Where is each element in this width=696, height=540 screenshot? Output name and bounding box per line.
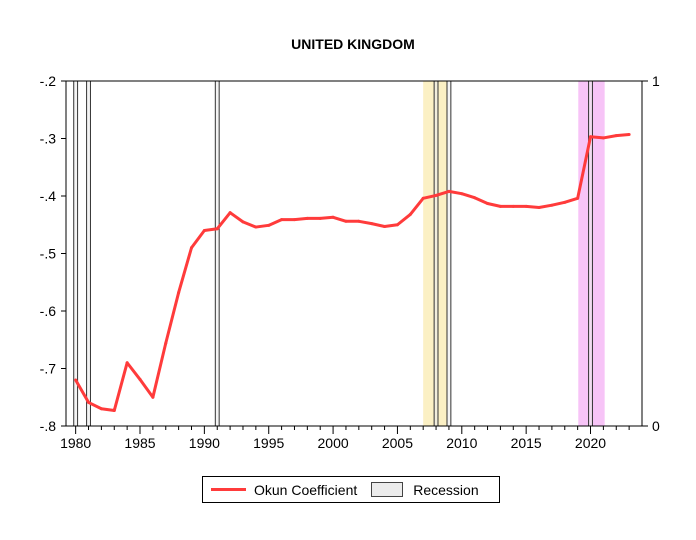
y-tick-label: -.3: [40, 131, 57, 147]
recession-band: [214, 80, 220, 427]
data-point: [447, 189, 451, 193]
data-point: [408, 212, 412, 216]
recession-band: [433, 80, 439, 427]
x-tick-label: 2000: [318, 435, 349, 451]
data-point: [267, 223, 271, 227]
data-point: [189, 246, 193, 250]
data-point: [486, 201, 490, 205]
data-point: [344, 219, 348, 223]
y-tick-label: -.8: [40, 418, 57, 434]
x-tick-label: 1985: [124, 435, 155, 451]
data-point: [151, 395, 155, 399]
data-point: [292, 218, 296, 222]
y-tick-label: -.2: [40, 73, 57, 89]
data-point: [177, 291, 181, 295]
data-point: [421, 196, 425, 200]
data-point: [87, 400, 91, 404]
data-point: [498, 204, 502, 208]
data-point: [241, 220, 245, 224]
data-point: [280, 218, 284, 222]
x-tick-label: 2010: [446, 435, 477, 451]
data-point: [254, 225, 258, 229]
data-point: [537, 206, 541, 209]
recession-band: [588, 80, 593, 427]
plot-frame: [65, 80, 643, 427]
data-point: [370, 222, 374, 226]
x-tick-label: 1990: [189, 435, 220, 451]
data-point: [524, 204, 528, 208]
y2-tick-label: 0: [652, 418, 660, 434]
data-point: [614, 134, 618, 138]
data-point: [125, 361, 129, 365]
legend-label-recession: Recession: [413, 481, 479, 498]
data-point: [460, 192, 464, 196]
y-tick-label: -.5: [40, 246, 57, 262]
x-tick-label: 1980: [60, 435, 91, 451]
chart-title: UNITED KINGDOM: [291, 36, 415, 52]
x-tick-label: 2020: [575, 435, 606, 451]
x-tick-label: 2015: [511, 435, 542, 451]
data-point: [627, 132, 631, 136]
x-tick-label: 2005: [382, 435, 413, 451]
data-point: [99, 407, 103, 411]
y-tick-label: -.7: [40, 361, 57, 377]
data-point: [331, 215, 335, 219]
data-point: [383, 224, 387, 228]
recession-band: [73, 80, 79, 427]
recession-band: [86, 80, 91, 427]
legend: Okun Coefficient Recession: [202, 476, 500, 503]
y-tick-label: -.4: [40, 188, 57, 204]
data-point: [318, 216, 322, 220]
data-point: [202, 229, 206, 232]
data-point: [563, 200, 567, 204]
data-point: [215, 227, 219, 231]
x-tick-label: 1995: [253, 435, 284, 451]
series-line-okun-coefficient: [74, 132, 630, 412]
legend-swatch-recession: [371, 482, 404, 497]
data-point: [357, 219, 361, 223]
data-point: [112, 408, 116, 412]
legend-label-okun: Okun Coefficient: [254, 481, 358, 498]
data-point: [228, 211, 232, 215]
data-point: [164, 341, 168, 345]
data-point: [576, 196, 580, 200]
legend-swatch-okun: [211, 488, 246, 491]
data-point: [473, 196, 477, 200]
y-tick-label: -.6: [40, 303, 57, 319]
recession-band: [446, 80, 452, 427]
data-point: [589, 135, 593, 139]
data-point: [601, 136, 605, 140]
data-point: [511, 204, 515, 208]
data-point: [550, 203, 554, 207]
data-point: [395, 223, 399, 227]
data-point: [138, 377, 142, 381]
data-point: [305, 216, 309, 220]
y2-tick-label: 1: [652, 73, 660, 89]
data-point: [74, 378, 78, 382]
data-point: [434, 193, 438, 197]
